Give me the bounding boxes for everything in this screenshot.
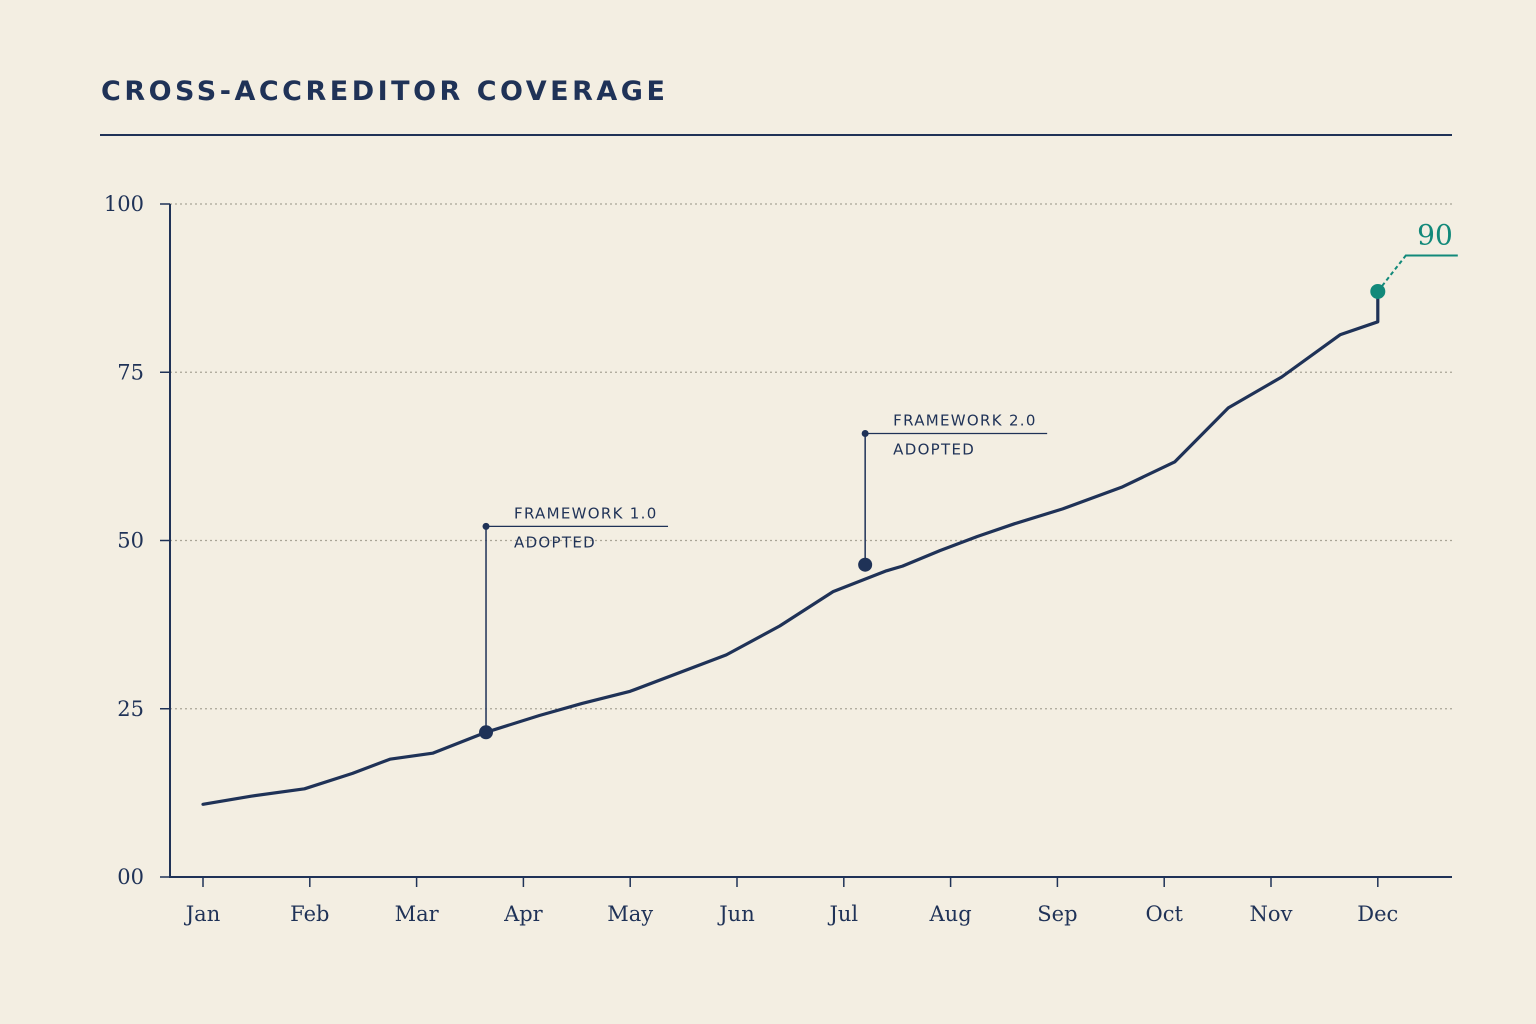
y-tick-label: 25 [117,697,144,721]
x-tick-label: Jun [717,902,754,926]
x-tick-label: Dec [1357,902,1398,926]
annotation-point [858,557,873,572]
axes [160,203,1452,887]
end-leader [1377,254,1458,293]
y-tick-label: 75 [117,360,144,384]
end-point [1370,283,1386,299]
series-line [201,289,1380,806]
annotation-label: ADOPTED [893,440,975,458]
series [201,289,1380,806]
annotation-label: FRAMEWORK 1.0 [514,504,658,522]
x-tick-label: Feb [290,902,329,926]
gridlines [170,203,1452,710]
title-rule [100,134,1452,136]
x-tick-label: Oct [1145,902,1183,926]
x-tick-label: Apr [503,902,544,926]
x-tick-label: Nov [1250,902,1293,926]
x-tick-label: Jul [827,902,858,926]
x-tick-label: Jan [184,902,220,926]
annotations: FRAMEWORK 1.0 ADOPTED FRAMEWORK 2.0 ADOPTED [479,411,1048,740]
y-tick-label: 50 [117,529,144,553]
x-tick-label: Mar [395,902,440,926]
end-value-label: 90 [1417,218,1453,251]
annotation-label: FRAMEWORK 2.0 [893,411,1037,429]
tick-labels: 00 25 50 75 100 Jan Feb Mar Apr May Jun Jul Aug Sep Oc… [104,192,1398,926]
annotation-label: ADOPTED [514,533,596,551]
x-tick-label: Sep [1037,902,1077,926]
end-marker: 90 [1370,218,1458,299]
x-tick-label: May [607,902,653,926]
chart-title: CROSS-ACCREDITOR COVERAGE [101,76,669,107]
y-tick-label: 100 [104,192,144,216]
x-tick-label: Aug [929,902,972,926]
y-tick-label: 00 [117,865,144,889]
